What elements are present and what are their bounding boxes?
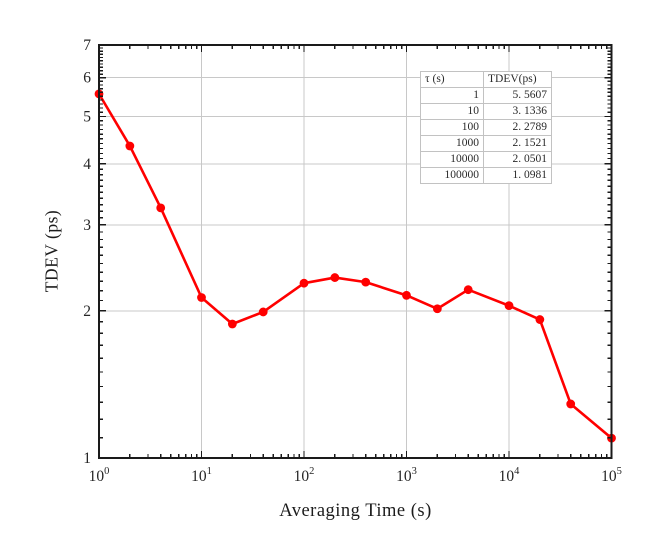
x-tick-label: 102 bbox=[294, 466, 315, 485]
data-point bbox=[361, 277, 371, 287]
inset-data-table: τ (s) TDEV(ps) 1 5. 5607 10 3. 1336 100 2. 278… bbox=[420, 71, 552, 184]
table-cell: 3. 1336 bbox=[483, 103, 552, 120]
table-cell: 1. 0981 bbox=[483, 167, 552, 184]
table-row: 10 3. 1336 bbox=[420, 103, 552, 120]
y-axis-title: TDEV (ps) bbox=[41, 209, 62, 293]
table-cell: 2. 0501 bbox=[483, 151, 552, 168]
inset-table-body: 1 5. 5607 10 3. 1336 100 2. 2789 1000 2. 1521 10… bbox=[420, 87, 552, 184]
data-point bbox=[125, 141, 135, 151]
data-point bbox=[504, 301, 514, 311]
data-point bbox=[463, 285, 473, 295]
y-tick-label: 5 bbox=[83, 108, 91, 125]
table-cell: 10 bbox=[420, 103, 484, 120]
y-tick-label: 1 bbox=[83, 450, 91, 467]
table-header-cell: TDEV(ps) bbox=[483, 71, 552, 88]
table-cell: 100 bbox=[420, 119, 484, 136]
table-row: 1000 2. 1521 bbox=[420, 135, 552, 152]
tdev-line bbox=[97, 92, 613, 440]
table-header-cell: τ (s) bbox=[420, 71, 484, 88]
table-cell: 100000 bbox=[420, 167, 484, 184]
data-point bbox=[402, 290, 411, 300]
y-tick-label: 3 bbox=[83, 217, 91, 234]
table-cell: 1 bbox=[420, 87, 484, 104]
plot-frame bbox=[98, 44, 613, 459]
table-cell: 10000 bbox=[420, 151, 484, 168]
table-cell: 2. 1521 bbox=[483, 135, 552, 152]
x-axis-title: Averaging Time (s) bbox=[279, 501, 432, 521]
data-point bbox=[535, 315, 545, 324]
table-cell: 2. 2789 bbox=[483, 119, 552, 136]
table-cell: 5. 5607 bbox=[483, 87, 552, 104]
data-point bbox=[299, 278, 309, 288]
table-row: 10000 2. 0501 bbox=[420, 151, 552, 168]
table-row: 100000 1. 0981 bbox=[420, 167, 552, 184]
x-tick-label: 101 bbox=[191, 466, 212, 485]
data-point bbox=[258, 307, 268, 317]
y-tick-label: 4 bbox=[83, 156, 91, 173]
data-point bbox=[197, 293, 206, 302]
y-tick-label: 6 bbox=[83, 70, 91, 87]
x-tick-label: 105 bbox=[601, 466, 622, 485]
inset-table-head: τ (s) TDEV(ps) bbox=[420, 71, 552, 88]
data-point bbox=[227, 319, 237, 329]
data-point bbox=[156, 203, 166, 213]
x-tick-label: 100 bbox=[89, 466, 110, 485]
table-header-row: τ (s) TDEV(ps) bbox=[420, 71, 552, 88]
data-point bbox=[432, 304, 442, 314]
data-series bbox=[94, 89, 616, 443]
data-point bbox=[330, 273, 340, 282]
y-tick-label: 2 bbox=[83, 303, 91, 320]
table-cell: 1000 bbox=[420, 135, 484, 152]
data-point bbox=[566, 399, 576, 409]
x-tick-label: 103 bbox=[396, 466, 417, 485]
table-row: 100 2. 2789 bbox=[420, 119, 552, 136]
y-tick-label: 7 bbox=[83, 37, 91, 54]
table-row: 1 5. 5607 bbox=[420, 87, 552, 104]
x-tick-label: 104 bbox=[499, 466, 521, 485]
